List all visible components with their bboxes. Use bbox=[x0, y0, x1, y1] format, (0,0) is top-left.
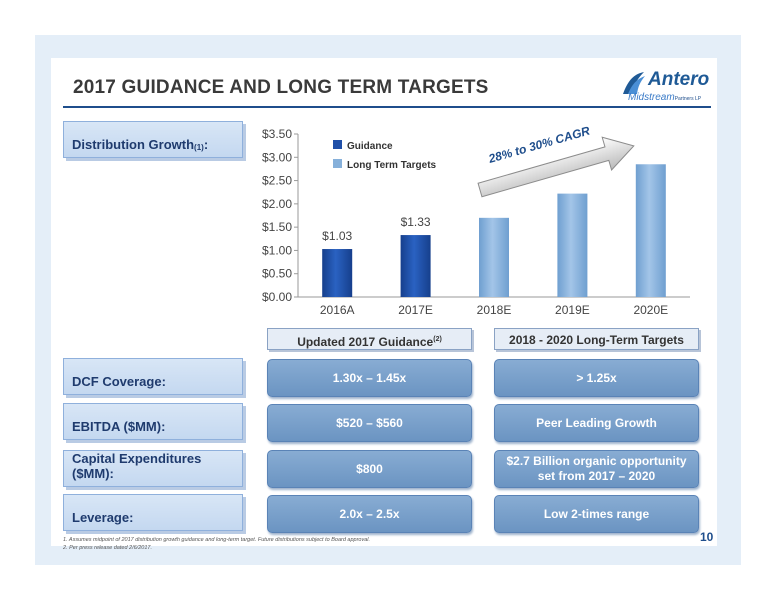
data-label-2017E: $1.33 bbox=[401, 215, 431, 229]
ebitda-text: EBITDA ($MM): bbox=[72, 419, 166, 434]
arrow-body bbox=[477, 136, 635, 198]
company-logo: Antero MidstreamPartners LP bbox=[620, 68, 710, 106]
leverage-label: Leverage: bbox=[63, 494, 243, 531]
chart-axes: $0.00 $0.50 $1.00 $1.50 $2.00 $2.50 $3.00 $3.50… bbox=[262, 127, 690, 317]
ebitda-guidance-value: $520 – $560 bbox=[267, 404, 472, 442]
y-tick-label: $3.00 bbox=[262, 150, 292, 164]
page-number: 10 bbox=[700, 530, 714, 544]
distribution-growth-colon: : bbox=[203, 137, 209, 152]
distribution-growth-text: Distribution Growth bbox=[72, 137, 195, 152]
slide-title: 2017 GUIDANCE AND LONG TERM TARGETS bbox=[73, 77, 489, 98]
footnotes: 1. Assumes midpoint of 2017 distribution… bbox=[63, 536, 370, 552]
long-term-column-header: 2018 - 2020 Long-Term Targets bbox=[494, 328, 699, 350]
legend-swatch bbox=[333, 140, 342, 149]
x-tick-label: 2018E bbox=[477, 303, 512, 317]
dcf-guidance-value: 1.30x – 1.45x bbox=[267, 359, 472, 397]
x-tick-label: 2017E bbox=[398, 303, 433, 317]
footnote-1: 1. Assumes midpoint of 2017 distribution… bbox=[63, 537, 371, 543]
logo-subtitle: MidstreamPartners LP bbox=[628, 92, 701, 103]
capex-text: Capital Expenditures ($MM): bbox=[72, 451, 202, 481]
capex-guidance-value: $800 bbox=[267, 450, 472, 488]
leverage-text: Leverage: bbox=[72, 510, 134, 525]
leverage-guidance-value: 2.0x – 2.5x bbox=[267, 495, 472, 533]
guidance-header-text: Updated 2017 Guidance bbox=[297, 335, 434, 349]
capex-long-term-line2: set from 2017 – 2020 bbox=[537, 469, 656, 483]
guidance-header-footnote-ref: (2) bbox=[433, 336, 442, 343]
x-tick-label: 2020E bbox=[633, 303, 668, 317]
x-tick-label: 2019E bbox=[555, 303, 590, 317]
dcf-coverage-text: DCF Coverage: bbox=[72, 374, 166, 389]
ebitda-label: EBITDA ($MM): bbox=[63, 403, 243, 440]
x-tick-label: 2016A bbox=[320, 303, 355, 317]
title-divider bbox=[63, 106, 711, 108]
dcf-long-term-value: > 1.25x bbox=[494, 359, 699, 397]
antero-logo-icon bbox=[623, 72, 645, 94]
y-tick-label: $1.50 bbox=[262, 220, 292, 234]
y-tick-label: $3.50 bbox=[262, 127, 292, 141]
capex-long-term-line1: $2.7 Billion organic opportunity bbox=[506, 454, 687, 468]
bar-2020E bbox=[635, 164, 666, 297]
logo-subtitle-small: Partners LP bbox=[674, 96, 702, 102]
bar-2016A bbox=[322, 249, 353, 297]
y-tick-label: $2.50 bbox=[262, 174, 292, 188]
capex-long-term-value: $2.7 Billion organic opportunity set fro… bbox=[494, 450, 699, 488]
y-tick-label: $0.00 bbox=[262, 290, 292, 304]
chart-legend: Guidance Long Term Targets bbox=[333, 140, 437, 171]
distribution-growth-footnote-ref: (1) bbox=[194, 143, 204, 152]
legend-label: Long Term Targets bbox=[347, 160, 437, 171]
ebitda-long-term-value: Peer Leading Growth bbox=[494, 404, 699, 442]
logo-name: Antero bbox=[648, 69, 710, 90]
long-term-header-text: 2018 - 2020 Long-Term Targets bbox=[509, 333, 684, 347]
cagr-arrow-shape bbox=[477, 136, 635, 198]
data-label-2016A: $1.03 bbox=[322, 229, 352, 243]
dcf-coverage-label: DCF Coverage: bbox=[63, 358, 243, 395]
chart-bars: $1.03 $1.33 bbox=[322, 164, 666, 297]
legend-swatch bbox=[333, 159, 342, 168]
logo-subtitle-text: Midstream bbox=[628, 92, 675, 103]
y-tick-label: $1.00 bbox=[262, 243, 292, 257]
y-tick-label: $2.00 bbox=[262, 197, 292, 211]
leverage-long-term-value: Low 2-times range bbox=[494, 495, 699, 533]
footnote-2: 2. Per press release dated 2/6/2017. bbox=[63, 545, 152, 551]
cagr-arrow: 28% to 30% CAGR bbox=[477, 123, 635, 198]
y-tick-label: $0.50 bbox=[262, 267, 292, 281]
bar-2019E bbox=[557, 193, 588, 297]
bar-2017E bbox=[400, 235, 431, 297]
distribution-growth-label: Distribution Growth (1): bbox=[63, 121, 243, 158]
legend-label: Guidance bbox=[347, 141, 393, 152]
capex-label: Capital Expenditures ($MM): bbox=[63, 450, 243, 487]
bar-2018E bbox=[479, 217, 509, 297]
guidance-column-header: Updated 2017 Guidance(2) bbox=[267, 328, 472, 350]
